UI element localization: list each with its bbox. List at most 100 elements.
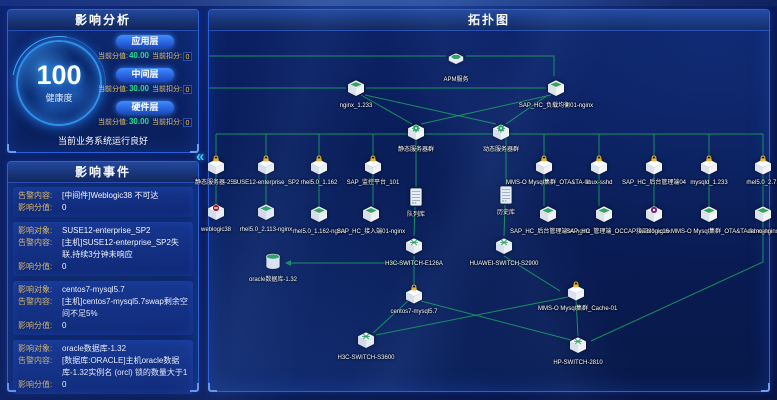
- topology-node-sap-admin04[interactable]: SAP_HC_后台管理端04: [616, 155, 692, 187]
- topology-edges: [209, 55, 764, 342]
- topology-node-rack-history[interactable]: 历史库: [468, 185, 544, 217]
- topology-node-rhel-1-162-nginx[interactable]: rhel5.0_1.162-nginx: [281, 204, 357, 236]
- topology-node-dynamic-group[interactable]: 动态服务器群: [463, 122, 539, 154]
- node-label: weblogic16: [638, 229, 670, 235]
- health-score: 100: [36, 60, 82, 90]
- node-label: rhel5.0_2.71: [746, 180, 777, 186]
- panel-corner-accent: [190, 144, 199, 153]
- topology-node-sap-admin04-nginx[interactable]: SAP_HC_后台管理端04-nginx: [510, 204, 591, 236]
- host-icon: [206, 155, 226, 175]
- topology-node-sap-monitor[interactable]: SAP_监控平台_101: [335, 155, 411, 187]
- node-label: SAP_HC_后台管理端04-nginx: [510, 229, 591, 235]
- node-label: nginx_1.233: [339, 103, 373, 109]
- event-score: 影响分值: 0: [18, 380, 67, 389]
- node-label: SUSE12-enterprise_SP2: [232, 180, 300, 186]
- topology-edge: [364, 94, 497, 125]
- event-card[interactable]: 告警内容: [中间件]Weblogic38 不可达 影响分值: 0: [13, 187, 193, 217]
- node-label: 队列库: [406, 212, 425, 218]
- topology-node-mms-cache[interactable]: MMS-O Mysql集群_Cache-01: [538, 281, 617, 313]
- layer-values: 当前分值:30.00 当前扣分: 0: [94, 83, 196, 95]
- switch-icon: [494, 236, 514, 256]
- topology-edge: [420, 94, 552, 125]
- topology-node-rhel-2-113-nginx[interactable]: rhel5.0_2.113-nginx: [228, 202, 304, 234]
- host-icon: [753, 155, 773, 175]
- topology-node-sap-access-nginx[interactable]: SAP_HC_接入端01-nginx: [333, 204, 409, 236]
- event-score: 影响分值: 0: [18, 262, 67, 271]
- topology-node-oracle-db[interactable]: oracle数据库-1.32: [235, 252, 311, 284]
- topology-node-demo-nginx[interactable]: demo-nginx: [725, 204, 777, 236]
- topology-node-hp-2810[interactable]: HP-SWITCH-2810: [540, 335, 616, 367]
- topology-node-suse12[interactable]: SUSE12-enterprise_SP2: [228, 155, 304, 187]
- health-gauge: 100 健康度: [16, 40, 102, 126]
- topology-node-centos7-mysql[interactable]: centos7-mysql5.7: [376, 284, 452, 316]
- node-label: rhel5.0_2.113-nginx: [239, 227, 293, 233]
- event-target: 影响对象: oracle数据库-1.32: [18, 344, 127, 353]
- rack-icon: [406, 187, 426, 207]
- score-value: 40.00: [128, 51, 150, 60]
- gear-icon: [491, 122, 511, 142]
- topology-node-mms-ota-nginx[interactable]: MMS-O Mysql集群_OTA&TA-01-nginx: [671, 204, 772, 236]
- score-value: 30.00: [128, 84, 150, 93]
- node-label: SAP_HC_后台管理端04: [621, 180, 687, 186]
- deduct-value: 0: [182, 117, 192, 127]
- topology-edge: [590, 222, 764, 342]
- topology-node-mysqld-1-233[interactable]: mysqld_1.233: [671, 155, 747, 187]
- event-card[interactable]: 影响对象: oracle数据库-1.32 告警内容: [数据库:ORACLE]主机or…: [13, 340, 193, 394]
- event-card[interactable]: 影响对象: centos7-mysql5.7 告警内容: [主机]centos7-my…: [13, 281, 193, 335]
- topology-title: 拓扑图: [209, 10, 769, 31]
- topology-node-huawei-s2900[interactable]: HUAWEI-SWITCH-S2900: [466, 236, 542, 268]
- topology-node-static-group[interactable]: 静态服务器群: [378, 122, 454, 154]
- topology-edge: [420, 300, 572, 341]
- topology-node-weblogic38[interactable]: weblogic38: [178, 202, 254, 234]
- topology-node-static-252[interactable]: 静态服务器-252: [178, 155, 254, 187]
- topology-node-mms-ota[interactable]: MMS-O Mysql集群_OTA&TA-01: [506, 155, 591, 187]
- host-icon: [534, 155, 554, 175]
- deduct-value: 0: [182, 84, 192, 94]
- topology-node-apm[interactable]: APM服务: [418, 52, 494, 84]
- layer-pill[interactable]: 应用层: [116, 35, 174, 48]
- impact-events-panel: 影响事件 告警内容: [中间件]Weblogic38 不可达 影响分值: 0 影响对象:…: [7, 161, 199, 394]
- topology-node-nginx-1-233[interactable]: nginx_1.233: [318, 78, 394, 110]
- layer-pill[interactable]: 中间层: [116, 68, 174, 81]
- node-label: H3C-SWITCH-E126A: [385, 261, 443, 267]
- score-label: 当前分值:: [98, 86, 128, 93]
- node-label: HP-SWITCH-2810: [553, 360, 603, 366]
- node-label: 历史库: [496, 210, 515, 216]
- score-label: 当前分值:: [98, 119, 128, 126]
- cube-icon: [538, 204, 558, 224]
- event-list: 告警内容: [中间件]Weblogic38 不可达 影响分值: 0 影响对象: SUSE1…: [13, 187, 193, 394]
- switch-icon: [404, 236, 424, 256]
- node-label: SAP_监控平台_101: [346, 180, 400, 186]
- panel-corner-accent: [190, 383, 199, 392]
- collapse-chevron-icon[interactable]: «: [196, 148, 205, 165]
- topology-node-weblogic16[interactable]: weblogic16: [616, 204, 692, 236]
- panel-corner-accent: [761, 383, 770, 392]
- node-label: 静态服务器-252: [194, 180, 237, 186]
- system-status-text: 当前业务系统运行良好: [57, 136, 148, 146]
- topology-node-sap-occap-nginx[interactable]: SAP_HC_管理端_OCCAP接口03-nginx: [566, 204, 672, 236]
- topology-node-rhel-1-162[interactable]: rhel5.0_1.162: [281, 155, 357, 187]
- layer-pill[interactable]: 硬件层: [116, 101, 174, 114]
- cube-icon: [753, 204, 773, 224]
- node-label: 静态服务器群: [397, 147, 434, 153]
- topology-node-h3c-e126a[interactable]: H3C-SWITCH-E126A: [376, 236, 452, 268]
- panel-corner-accent: [208, 383, 217, 392]
- topology-node-sap-lb01[interactable]: SAP_HC_负载均衡01-nginx: [518, 78, 594, 110]
- gear-icon: [406, 122, 426, 142]
- node-label: SAP_HC_管理端_OCCAP接口03-nginx: [566, 229, 672, 235]
- deduct-label: 当前扣分:: [152, 119, 182, 126]
- node-label: HUAWEI-SWITCH-S2900: [469, 261, 539, 267]
- host-icon: [404, 284, 424, 304]
- node-label: 动态服务器群: [482, 147, 519, 153]
- node-label: weblogic38: [200, 227, 232, 233]
- event-card[interactable]: 影响对象: SUSE12-enterprise_SP2 告警内容: [主机]SUSE1…: [13, 222, 193, 276]
- topology-node-linux-sshd[interactable]: linux-sshd: [561, 155, 637, 187]
- topology-edge: [575, 298, 579, 337]
- topology-node-rhel-2-71[interactable]: rhel5.0_2.71: [725, 155, 777, 187]
- score-label: 当前分值:: [98, 53, 128, 60]
- hex-icon: [446, 52, 466, 72]
- topology-node-h3c-s3600[interactable]: H3C-SWITCH-S3600: [328, 330, 404, 362]
- topology-node-rack-queue[interactable]: 队列库: [378, 187, 454, 219]
- impact-analysis-panel: 影响分析 100 健康度 应用层 当前分值:40.00 当前扣分: 0 中间层 当前分值:…: [7, 9, 199, 153]
- deduct-value: 0: [182, 51, 192, 61]
